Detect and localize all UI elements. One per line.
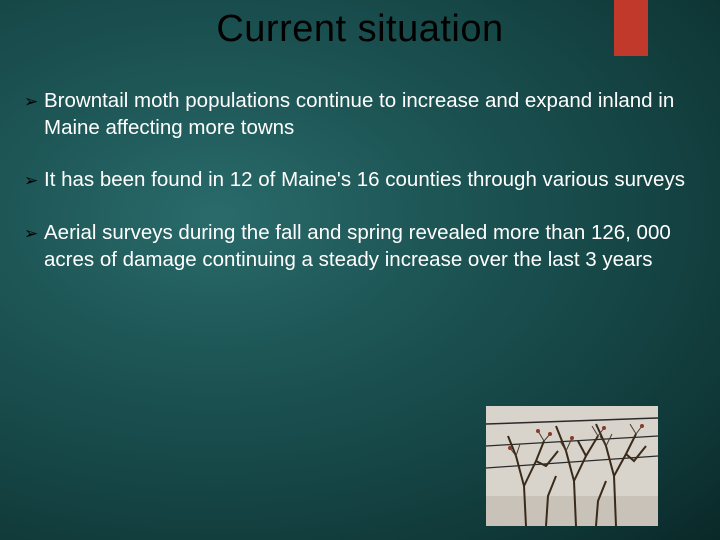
list-item: ➢ Browntail moth populations continue to… [24, 88, 696, 141]
bullet-icon: ➢ [24, 167, 44, 192]
slide-title: Current situation [0, 8, 720, 51]
list-item: ➢ It has been found in 12 of Maine's 16 … [24, 167, 696, 194]
bullet-icon: ➢ [24, 220, 44, 245]
bullet-text: Browntail moth populations continue to i… [44, 88, 696, 141]
list-item: ➢ Aerial surveys during the fall and spr… [24, 220, 696, 273]
tree-photo [486, 406, 658, 526]
bullet-icon: ➢ [24, 88, 44, 113]
bullet-text: Aerial surveys during the fall and sprin… [44, 220, 696, 273]
slide-body: ➢ Browntail moth populations continue to… [24, 88, 696, 299]
bullet-text: It has been found in 12 of Maine's 16 co… [44, 167, 696, 194]
